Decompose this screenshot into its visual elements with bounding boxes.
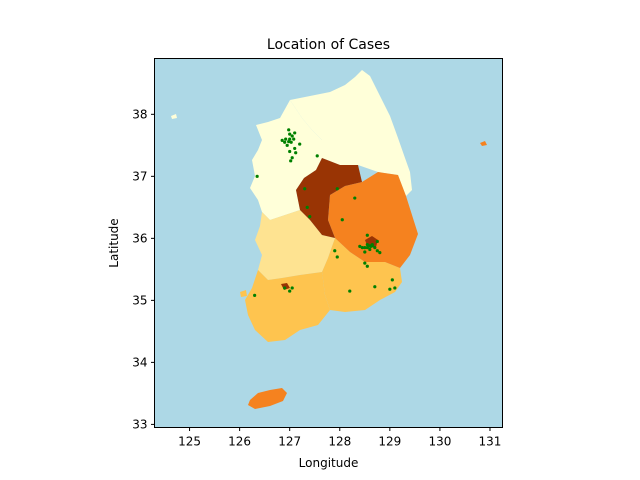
case-point bbox=[340, 218, 344, 222]
case-point bbox=[360, 246, 364, 250]
x-tick-label: 131 bbox=[479, 435, 502, 449]
case-point bbox=[289, 140, 293, 144]
axes-frame bbox=[154, 58, 503, 428]
region-gyeongbuk bbox=[328, 172, 418, 268]
island-west bbox=[171, 114, 177, 119]
case-point bbox=[287, 128, 291, 132]
x-tick-label: 130 bbox=[428, 435, 451, 449]
island-southwest bbox=[240, 290, 247, 297]
case-points bbox=[253, 128, 397, 298]
case-point bbox=[335, 187, 339, 191]
y-tick-label: 35 bbox=[132, 293, 147, 307]
case-point bbox=[292, 137, 296, 141]
case-point bbox=[298, 142, 302, 146]
region-jeolla bbox=[245, 270, 330, 342]
case-point bbox=[370, 244, 374, 248]
case-point bbox=[288, 132, 292, 136]
case-point bbox=[293, 146, 297, 151]
case-point bbox=[375, 239, 379, 244]
case-point bbox=[288, 137, 292, 141]
x-axis-ticks: 125 126 127 128 129 130 131 bbox=[178, 427, 502, 449]
case-point bbox=[368, 247, 372, 252]
case-point bbox=[393, 286, 397, 290]
case-point bbox=[373, 285, 377, 289]
case-point bbox=[289, 159, 293, 163]
case-point bbox=[290, 286, 294, 290]
case-point bbox=[315, 154, 319, 158]
case-point bbox=[333, 249, 337, 253]
case-point bbox=[290, 134, 294, 138]
x-tick-label: 128 bbox=[328, 435, 351, 449]
y-axis-label: Latitude bbox=[107, 218, 121, 267]
region-gyeongnam bbox=[322, 238, 402, 312]
case-point bbox=[293, 131, 297, 135]
case-point bbox=[283, 140, 287, 144]
region-gyeonggi bbox=[250, 100, 322, 220]
region-gangwon bbox=[290, 70, 412, 196]
case-point bbox=[255, 174, 259, 178]
x-axis-label: Longitude bbox=[299, 456, 359, 470]
case-point bbox=[288, 149, 292, 154]
case-point bbox=[294, 151, 298, 155]
case-point bbox=[280, 138, 284, 142]
case-point bbox=[358, 244, 362, 249]
x-tick-label: 127 bbox=[278, 435, 301, 449]
case-point bbox=[390, 278, 394, 282]
case-point bbox=[388, 287, 392, 291]
case-point bbox=[353, 196, 357, 200]
region-chungnam bbox=[255, 210, 335, 280]
case-point bbox=[365, 264, 369, 268]
case-point bbox=[288, 289, 292, 293]
y-tick-label: 38 bbox=[132, 107, 147, 121]
case-point bbox=[378, 251, 382, 255]
x-tick-label: 129 bbox=[378, 435, 401, 449]
case-point bbox=[287, 140, 291, 144]
x-tick-label: 126 bbox=[228, 435, 251, 449]
case-point bbox=[365, 233, 369, 237]
map-land bbox=[171, 70, 487, 409]
chart-title: Location of Cases bbox=[267, 37, 390, 53]
y-tick-label: 34 bbox=[132, 355, 147, 369]
y-axis-ticks: 33 34 35 36 37 38 bbox=[132, 107, 155, 431]
y-tick-label: 36 bbox=[132, 231, 147, 245]
case-point bbox=[365, 242, 369, 247]
case-point bbox=[365, 246, 369, 250]
case-point bbox=[363, 250, 367, 254]
case-point bbox=[363, 246, 367, 250]
case-point bbox=[290, 156, 294, 160]
case-point bbox=[373, 246, 377, 250]
region-ulleungdo bbox=[480, 141, 487, 146]
case-point bbox=[348, 289, 352, 293]
case-point bbox=[305, 205, 309, 209]
case-point bbox=[284, 137, 288, 141]
x-tick-label: 125 bbox=[178, 435, 201, 449]
case-point bbox=[335, 255, 339, 259]
case-point bbox=[253, 293, 257, 298]
y-tick-label: 37 bbox=[132, 169, 147, 183]
case-point bbox=[375, 249, 379, 253]
case-point bbox=[308, 215, 312, 219]
region-jeju bbox=[248, 388, 287, 409]
case-point bbox=[285, 143, 289, 147]
region-chungbuk bbox=[296, 158, 362, 238]
case-point bbox=[283, 286, 287, 290]
y-tick-label: 33 bbox=[132, 417, 147, 431]
case-point bbox=[363, 261, 367, 265]
case-point bbox=[303, 187, 307, 191]
